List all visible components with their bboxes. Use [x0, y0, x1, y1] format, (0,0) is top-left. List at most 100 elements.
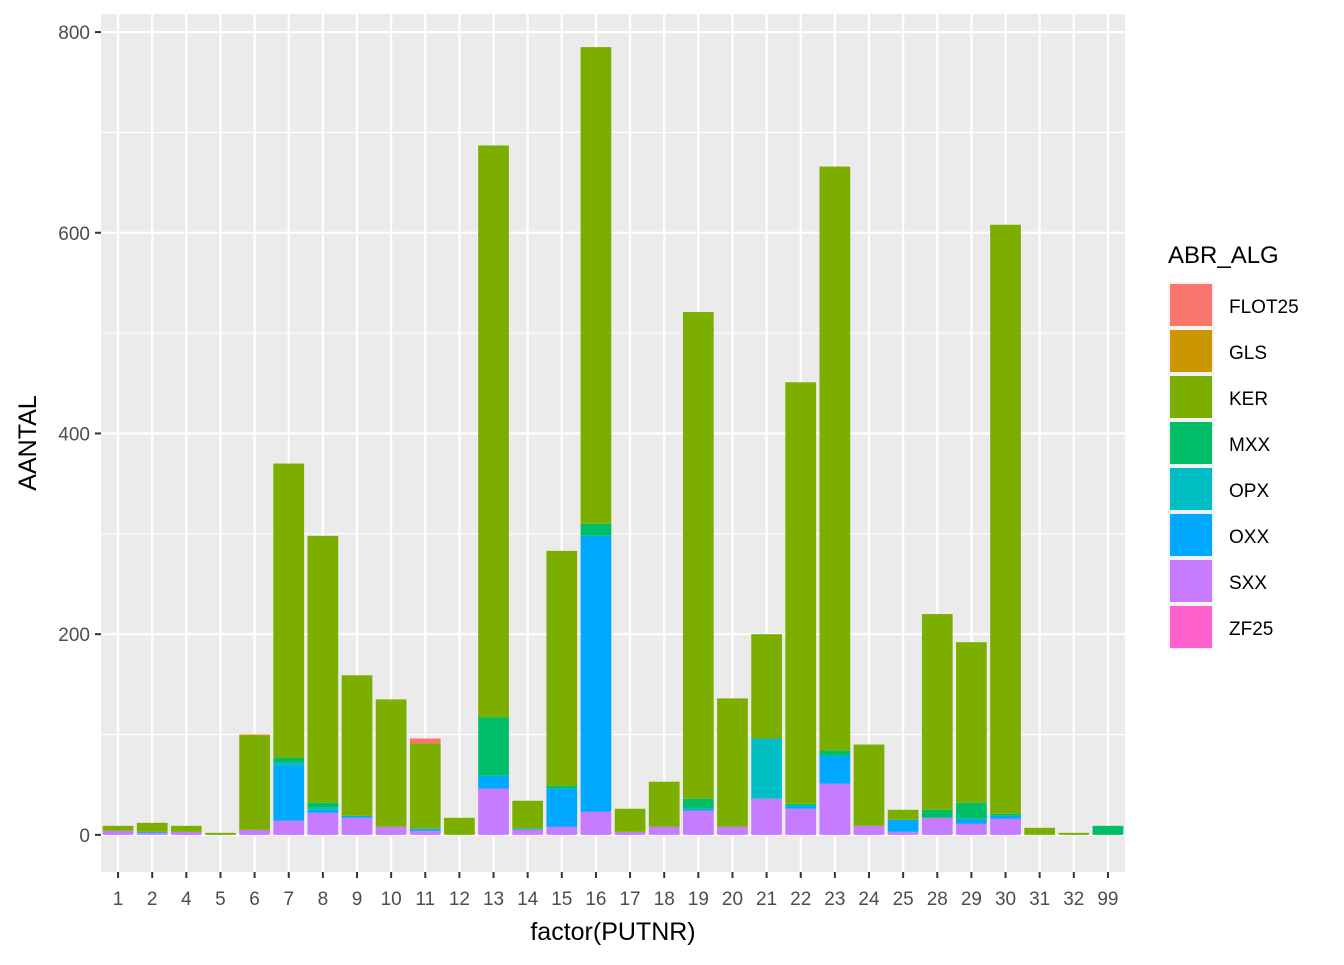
legend-label: OXX — [1229, 527, 1269, 548]
bar-segment-30-mxx — [990, 813, 1021, 816]
bar-segment-9-sxx — [341, 817, 373, 835]
bar-segment-8-ker — [307, 535, 339, 803]
bar-segment-1-ker — [102, 825, 134, 831]
bar-segment-6-sxx — [239, 829, 270, 835]
x-tick-label: 16 — [585, 889, 606, 910]
bar-segment-11-sxx — [409, 830, 441, 835]
bar-segment-24-sxx — [853, 825, 885, 835]
bar-segment-19-ker — [682, 312, 714, 799]
x-tick-label: 18 — [654, 889, 675, 910]
bar-segment-22-ker — [785, 382, 817, 804]
bar-segment-2-ker — [136, 822, 168, 832]
bar-segment-19-oxx — [682, 808, 714, 811]
legend-label: ZF25 — [1229, 619, 1273, 640]
bar-segment-7-sxx — [273, 820, 305, 835]
x-tick-label: 8 — [318, 889, 329, 910]
legend-label: OPX — [1229, 481, 1269, 502]
x-tick-label: 99 — [1097, 889, 1118, 910]
bar-segment-99-mxx — [1092, 825, 1124, 835]
x-tick-label: 21 — [756, 889, 777, 910]
bar-segment-22-sxx — [785, 808, 817, 835]
bar-segment-25-ker — [887, 809, 919, 820]
bar-segment-21-sxx — [751, 798, 782, 835]
x-tick-label: 19 — [688, 889, 709, 910]
legend-label: FLOT25 — [1229, 297, 1299, 318]
panel-background — [101, 14, 1125, 872]
y-tick-label: 200 — [58, 625, 90, 646]
bar-segment-14-ker — [512, 800, 544, 829]
x-tick-label: 31 — [1029, 889, 1050, 910]
x-tick-label: 29 — [961, 889, 982, 910]
y-tick-label: 400 — [58, 424, 90, 445]
x-tick-label: 13 — [483, 889, 504, 910]
bar-segment-15-oxx — [546, 788, 578, 827]
bar-segment-22-oxx — [785, 805, 817, 809]
x-tick-label: 10 — [381, 889, 402, 910]
bar-segment-30-oxx — [990, 815, 1021, 819]
bar-segment-7-opx — [273, 762, 305, 766]
bar-segment-22-mxx — [785, 803, 817, 806]
legend-key-flot25 — [1170, 284, 1212, 326]
bar-segment-14-oxx — [512, 828, 544, 830]
bars — [102, 47, 1124, 835]
bar-segment-13-sxx — [478, 788, 509, 835]
x-axis-label: factor(PUTNR) — [530, 918, 695, 946]
bar-segment-18-ker — [648, 781, 680, 827]
bar-segment-30-sxx — [990, 818, 1021, 835]
x-tick-label: 1 — [113, 889, 124, 910]
legend-key-ker — [1170, 376, 1212, 418]
bar-segment-28-sxx — [921, 817, 953, 835]
bar-segment-20-sxx — [717, 826, 748, 835]
bar-segment-32-ker — [1058, 832, 1090, 835]
bar-segment-28-ker — [921, 614, 953, 810]
bar-segment-23-oxx — [819, 755, 851, 784]
bar-segment-8-opx — [307, 807, 339, 810]
bar-segment-29-oxx — [956, 818, 987, 824]
x-tick-label: 24 — [858, 889, 880, 910]
x-tick-label: 32 — [1063, 889, 1084, 910]
legend-label: GLS — [1229, 343, 1267, 364]
legend-key-opx — [1170, 468, 1212, 510]
x-tick-label: 2 — [147, 889, 158, 910]
bar-segment-23-mxx — [819, 750, 851, 756]
legend: ABR_ALG FLOT25 GLS KER MXX OPX OXX SXX ZF25 — [1168, 242, 1299, 650]
bar-segment-25-sxx — [887, 831, 919, 835]
x-tick-label: 12 — [449, 889, 470, 910]
bar-segment-17-ker — [614, 808, 646, 832]
bar-segment-29-mxx — [956, 802, 987, 819]
bar-segment-15-sxx — [546, 826, 578, 835]
legend-label: MXX — [1229, 435, 1271, 456]
bar-segment-6-ker — [239, 735, 270, 830]
bar-segment-17-sxx — [614, 831, 646, 835]
bar-segment-19-mxx — [682, 798, 714, 809]
bar-segment-23-ker — [819, 166, 851, 751]
y-tick-label: 800 — [58, 23, 90, 44]
bar-segment-19-sxx — [682, 810, 714, 835]
bar-segment-25-oxx — [887, 819, 919, 832]
bar-segment-21-opx — [751, 738, 782, 799]
x-tick-label: 14 — [517, 889, 539, 910]
y-tick-label: 600 — [58, 224, 90, 245]
x-tick-label: 11 — [415, 889, 435, 910]
bar-segment-7-ker — [273, 463, 305, 758]
x-tick-label: 15 — [551, 889, 572, 910]
bar-segment-8-mxx — [307, 802, 339, 808]
bar-segment-2-sxx — [136, 832, 168, 835]
x-tick-label: 30 — [995, 889, 1016, 910]
bar-segment-13-oxx — [478, 775, 509, 789]
bar-segment-11-flot25 — [409, 738, 441, 744]
legend-title: ABR_ALG — [1168, 242, 1279, 269]
bar-segment-23-sxx — [819, 783, 851, 835]
x-tick-label: 22 — [790, 889, 811, 910]
x-axis: 1 2 4 5 6 7 8 9 10 11 12 13 14 15 16 17 18 19 20 21 22 23 24 25… — [113, 872, 1119, 910]
legend-key-gls — [1170, 330, 1212, 372]
bar-segment-10-ker — [375, 699, 407, 827]
bar-segment-13-ker — [478, 145, 509, 718]
x-tick-label: 17 — [619, 889, 640, 910]
bar-segment-28-mxx — [921, 809, 953, 818]
bar-segment-15-ker — [546, 550, 578, 786]
bar-segment-16-oxx — [580, 535, 612, 812]
legend-key-zf25 — [1170, 606, 1212, 648]
